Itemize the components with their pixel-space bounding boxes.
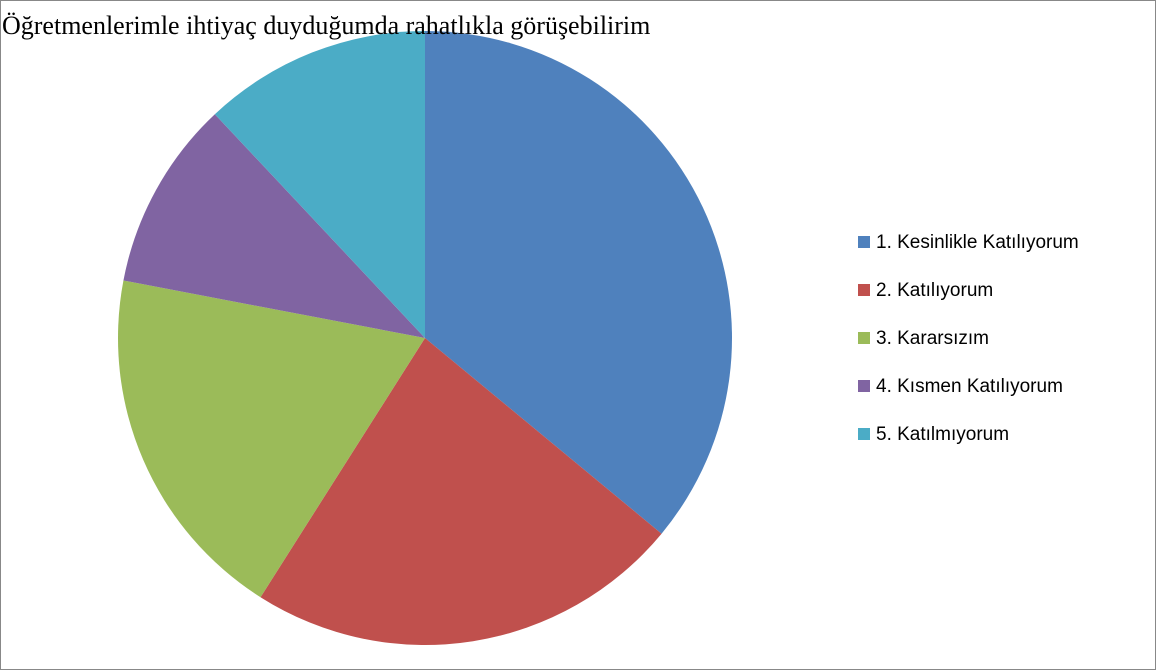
legend-label: 1. Kesinlikle Katılıyorum bbox=[876, 232, 1079, 253]
pie-slice bbox=[260, 338, 662, 645]
chart-title: Öğretmenlerimle ihtiyaç duyduğumda rahat… bbox=[2, 11, 650, 40]
legend-label: 2. Katılıyorum bbox=[876, 280, 993, 301]
legend-swatch bbox=[858, 236, 870, 248]
legend-swatch bbox=[858, 428, 870, 440]
pie-slice bbox=[214, 31, 425, 338]
legend-label: 3. Kararsızım bbox=[876, 328, 989, 349]
pie-slice bbox=[425, 31, 732, 534]
legend-swatch bbox=[858, 332, 870, 344]
legend-label: 5. Katılmıyorum bbox=[876, 424, 1009, 445]
pie-slice bbox=[123, 114, 426, 338]
pie bbox=[117, 31, 732, 645]
legend-label: 4. Kısmen Katılıyorum bbox=[876, 376, 1063, 397]
pie-slice bbox=[117, 280, 426, 598]
legend-swatch bbox=[858, 284, 870, 296]
legend-swatch bbox=[858, 380, 870, 392]
